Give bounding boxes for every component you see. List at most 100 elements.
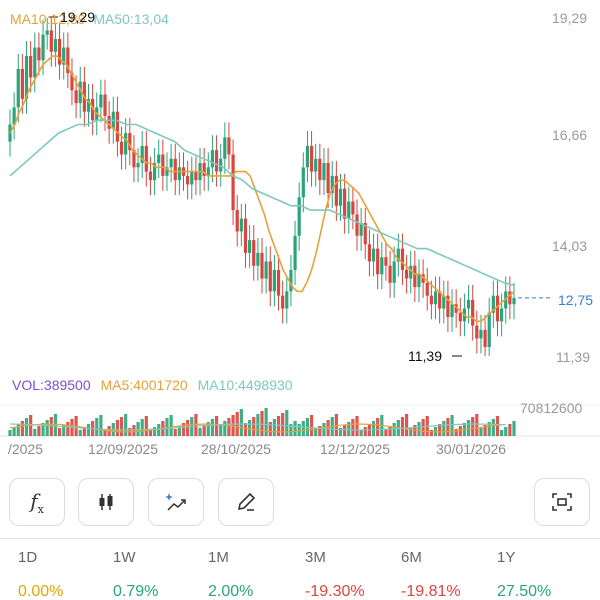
candle-body xyxy=(186,175,190,185)
price-tick-3: 11,39 xyxy=(556,349,590,365)
period-label: 1W xyxy=(113,549,136,566)
volume-bar xyxy=(86,424,91,436)
candle-body xyxy=(355,214,359,236)
candle-body xyxy=(256,252,260,266)
volume-bar xyxy=(417,422,421,436)
candle-body xyxy=(264,261,268,279)
volume-bar xyxy=(264,408,268,436)
screenshot-button[interactable] xyxy=(534,478,590,526)
volume-bar xyxy=(483,425,487,436)
candle-body xyxy=(16,68,20,108)
candle-body xyxy=(70,73,74,91)
volume-bar xyxy=(16,424,20,436)
draw-button[interactable] xyxy=(218,478,274,526)
volume-bar xyxy=(487,422,491,436)
volume-bar xyxy=(475,414,479,436)
ma10-line xyxy=(9,55,515,323)
volume-bar xyxy=(495,416,500,436)
volume-bar xyxy=(223,421,227,436)
period-label: 1Y xyxy=(497,549,516,566)
candle-body xyxy=(239,218,243,232)
candle-body xyxy=(37,47,41,61)
volume-bar xyxy=(37,426,41,436)
candle-body xyxy=(380,257,384,275)
volume-bar xyxy=(326,420,330,436)
candle-body xyxy=(438,291,442,309)
candle-body xyxy=(33,47,37,78)
candle-body xyxy=(500,308,504,322)
candle-body xyxy=(450,304,454,318)
volume-bar xyxy=(210,419,215,436)
vol-legend: VOL:389500 xyxy=(12,377,91,393)
candle-body xyxy=(190,171,194,185)
period-value: 27.50% xyxy=(497,583,552,600)
volume-bar xyxy=(243,423,248,436)
volume-bar xyxy=(334,414,338,436)
volume-bar xyxy=(314,429,318,436)
ai-analysis-button[interactable] xyxy=(148,478,204,526)
volume-bar xyxy=(124,414,128,436)
volume-axis-max: 70812600 xyxy=(520,400,583,416)
volume-bar xyxy=(388,426,392,436)
volume-bar xyxy=(181,423,186,436)
function-icon: fx xyxy=(30,488,44,516)
volume-bar xyxy=(297,424,301,436)
candle-body xyxy=(371,248,376,262)
candle-body xyxy=(376,248,380,275)
candle-body xyxy=(202,163,206,176)
candle-body xyxy=(466,299,471,309)
period-label: 6M xyxy=(401,549,422,566)
price-chart[interactable]: MA10:12,89 MA50:13,04 19,29 16,66 14,03 … xyxy=(0,0,600,462)
candle-body xyxy=(425,282,429,296)
candle-body xyxy=(268,261,272,292)
volume-bar xyxy=(438,424,442,436)
volume-bar xyxy=(177,426,181,436)
candle-body xyxy=(194,171,198,181)
volume-bar xyxy=(421,419,425,436)
candle-body xyxy=(140,145,144,164)
volume-bar xyxy=(285,410,289,436)
candle-body xyxy=(223,137,227,159)
candle-body xyxy=(471,299,475,326)
period-value: 0.00% xyxy=(18,583,64,600)
candle-body xyxy=(417,274,421,288)
candle-body xyxy=(41,34,45,61)
candle-body xyxy=(404,270,409,279)
candle-body xyxy=(161,154,165,176)
volume-bar xyxy=(8,430,12,436)
candle-body xyxy=(351,201,355,215)
indicators-button[interactable]: fx xyxy=(9,478,65,526)
candle-body xyxy=(512,297,516,305)
volume-bar xyxy=(152,427,157,436)
candlestick-chart xyxy=(0,16,600,437)
x-label-0: /2025 xyxy=(8,441,44,457)
candle-body xyxy=(421,274,425,283)
period-value: -19.81% xyxy=(401,583,461,600)
candlestick-button[interactable] xyxy=(78,478,134,526)
candle-body xyxy=(231,154,235,211)
x-label-2: 28/10/2025 xyxy=(201,441,272,457)
chart-toolbar: fx xyxy=(0,478,600,528)
candle-body xyxy=(20,68,24,99)
volume-bar xyxy=(173,429,177,436)
candle-body xyxy=(285,291,289,309)
candle-body xyxy=(91,98,95,121)
candle-body xyxy=(173,158,177,181)
volume-bar xyxy=(347,422,351,436)
volume-bar xyxy=(62,425,66,436)
candle-body xyxy=(458,312,462,322)
volume-bar xyxy=(338,428,343,436)
volume-bar xyxy=(309,415,314,436)
vol-ma10-line xyxy=(9,423,506,431)
volume-bar xyxy=(186,420,190,436)
volume-bar xyxy=(471,417,475,436)
volume-bar xyxy=(404,414,409,436)
volume-bar xyxy=(53,414,58,436)
candle-body xyxy=(388,265,392,283)
candle-body xyxy=(74,90,78,104)
candle-body xyxy=(343,188,347,219)
candle-body xyxy=(124,133,128,155)
volume-bar xyxy=(136,422,140,436)
volume-bar xyxy=(119,417,124,436)
volume-bar xyxy=(260,411,264,436)
